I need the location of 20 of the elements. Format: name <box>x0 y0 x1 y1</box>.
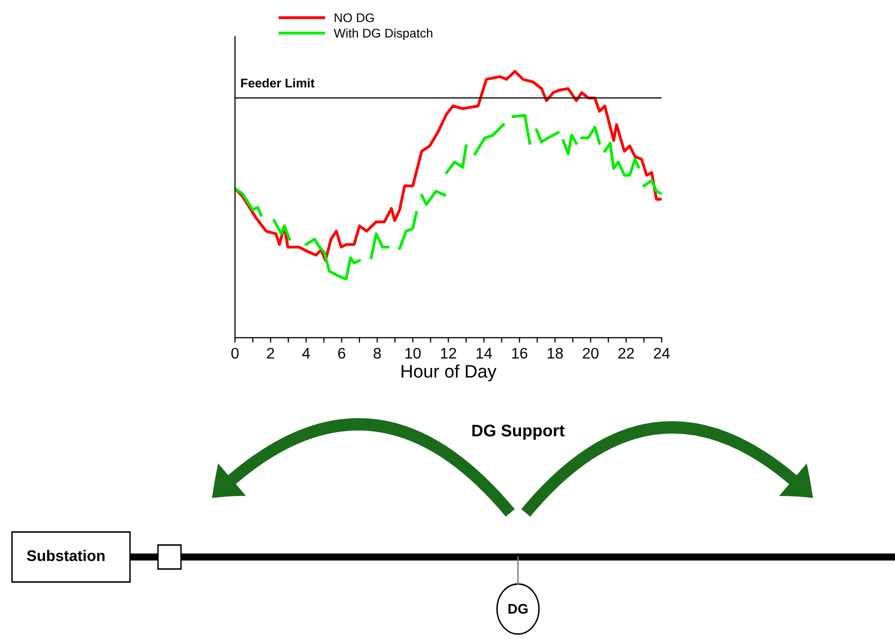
x-axis-title: Hour of Day <box>402 364 496 382</box>
x-tick-label: 12 <box>441 348 456 358</box>
x-tick-label: 24 <box>654 348 670 358</box>
x-tick-label: 0 <box>231 348 239 359</box>
x-tick-label: 14 <box>476 348 492 358</box>
text: DG <box>508 604 528 614</box>
x-tick-label: 22 <box>618 348 634 358</box>
x-tick-label: 18 <box>548 348 563 359</box>
x-tick-label: 4 <box>302 348 310 358</box>
legend-label: NO DG <box>334 13 374 22</box>
legend-label: With DG Dispatch <box>334 28 432 40</box>
x-tick-label: 20 <box>582 348 598 359</box>
x-tick-label: 10 <box>405 348 421 359</box>
text: Substation <box>26 550 105 562</box>
x-tick-label: 6 <box>338 348 346 359</box>
ref-line-label: Feeder Limit <box>241 78 315 88</box>
text: DG Support <box>472 424 565 440</box>
x-tick-label: 2 <box>267 348 274 358</box>
x-tick-label: 8 <box>374 348 381 359</box>
x-tick-label: 16 <box>512 348 528 359</box>
